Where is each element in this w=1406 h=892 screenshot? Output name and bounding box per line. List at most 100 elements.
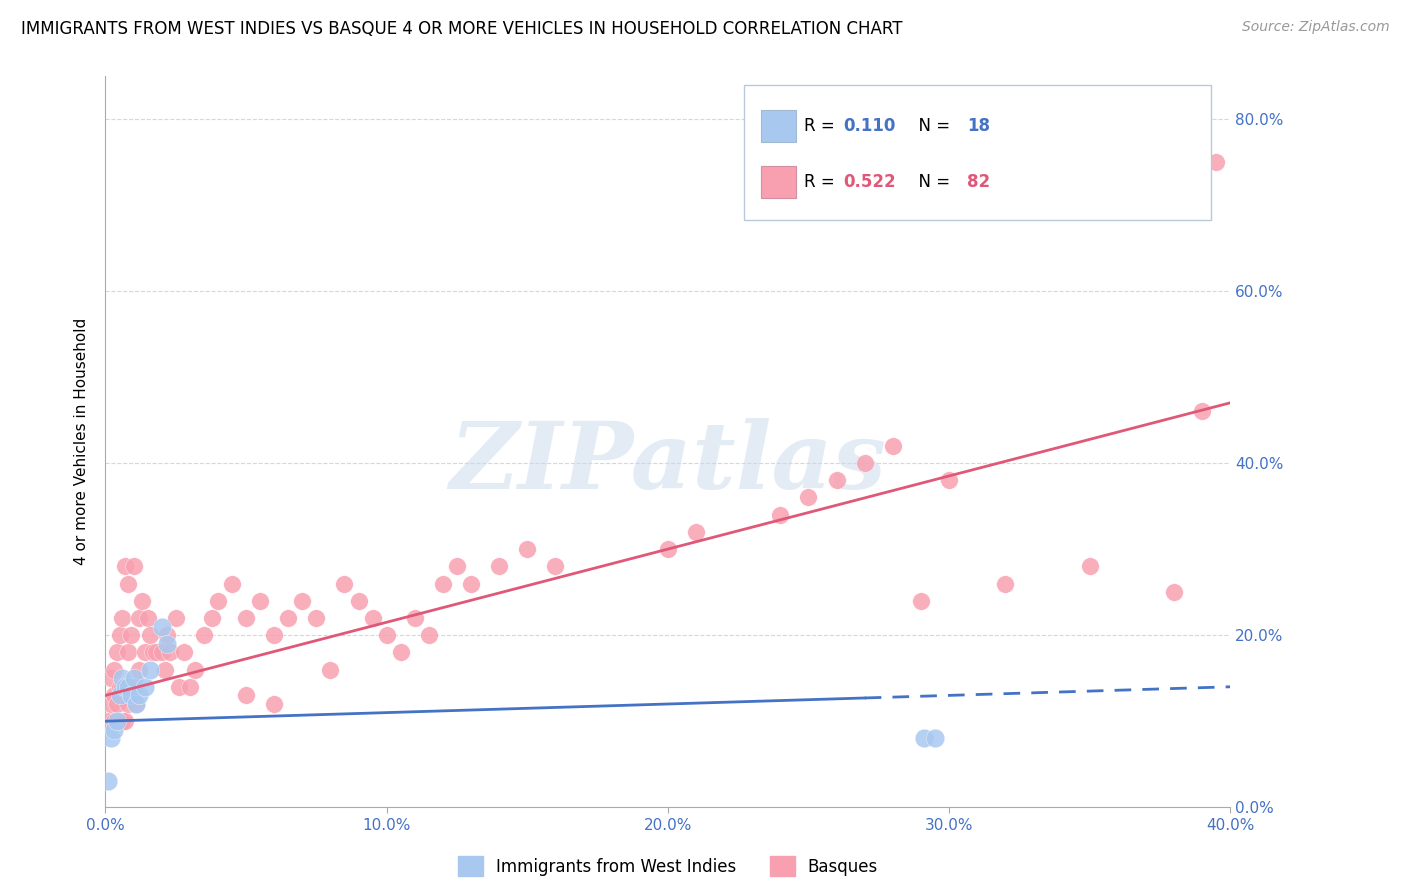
Point xyxy=(375,628,398,642)
Point xyxy=(105,714,128,729)
Point xyxy=(120,628,142,642)
Point xyxy=(111,680,134,694)
Point xyxy=(488,559,510,574)
Point xyxy=(193,628,215,642)
Text: R =: R = xyxy=(804,117,841,136)
Point xyxy=(173,645,195,659)
Point xyxy=(134,680,156,694)
Point xyxy=(221,576,243,591)
Point xyxy=(910,593,932,607)
Point xyxy=(108,714,131,729)
Point xyxy=(853,456,876,470)
Point xyxy=(882,439,904,453)
Text: 82: 82 xyxy=(967,172,990,191)
Point xyxy=(319,663,342,677)
Point xyxy=(114,680,136,694)
Point xyxy=(201,611,224,625)
Point xyxy=(150,619,173,633)
Point xyxy=(100,697,122,711)
Point xyxy=(994,576,1017,591)
Point xyxy=(120,689,142,703)
Point xyxy=(685,524,707,539)
Point xyxy=(1078,559,1101,574)
Point xyxy=(159,645,181,659)
Point xyxy=(460,576,482,591)
Point xyxy=(516,542,538,557)
Point xyxy=(139,663,162,677)
Point xyxy=(179,680,201,694)
Point xyxy=(207,593,229,607)
Point xyxy=(114,680,136,694)
Point xyxy=(432,576,454,591)
Point xyxy=(418,628,440,642)
Point xyxy=(305,611,328,625)
Point xyxy=(825,473,848,487)
Point xyxy=(165,611,187,625)
Point xyxy=(938,473,960,487)
Point xyxy=(122,559,145,574)
Point xyxy=(125,697,148,711)
Point xyxy=(105,645,128,659)
Point xyxy=(156,637,179,651)
Point xyxy=(235,611,257,625)
Point xyxy=(117,697,139,711)
Text: 0.110: 0.110 xyxy=(844,117,896,136)
Point xyxy=(131,593,153,607)
Point xyxy=(103,689,125,703)
Point xyxy=(404,611,426,625)
Point xyxy=(117,645,139,659)
Point xyxy=(134,645,156,659)
Point xyxy=(111,611,134,625)
Point xyxy=(145,645,167,659)
Text: ZIPatlas: ZIPatlas xyxy=(450,418,886,508)
Point xyxy=(924,731,946,746)
Point xyxy=(97,714,120,729)
Point xyxy=(153,663,176,677)
Point xyxy=(544,559,567,574)
Point xyxy=(108,628,131,642)
Point xyxy=(122,671,145,685)
Point xyxy=(277,611,299,625)
Point xyxy=(235,689,257,703)
Point xyxy=(150,645,173,659)
Point xyxy=(142,645,165,659)
Point xyxy=(1191,404,1213,418)
Text: Source: ZipAtlas.com: Source: ZipAtlas.com xyxy=(1241,20,1389,34)
Point xyxy=(347,593,370,607)
Point xyxy=(103,714,125,729)
Point xyxy=(361,611,384,625)
Legend: Immigrants from West Indies, Basques: Immigrants from West Indies, Basques xyxy=(451,849,884,883)
Point xyxy=(333,576,356,591)
Point xyxy=(769,508,792,522)
Point xyxy=(114,714,136,729)
Point xyxy=(105,697,128,711)
Text: IMMIGRANTS FROM WEST INDIES VS BASQUE 4 OR MORE VEHICLES IN HOUSEHOLD CORRELATIO: IMMIGRANTS FROM WEST INDIES VS BASQUE 4 … xyxy=(21,20,903,37)
Text: 18: 18 xyxy=(967,117,990,136)
Point xyxy=(263,628,285,642)
Point xyxy=(797,491,820,505)
Point xyxy=(184,663,207,677)
Point xyxy=(100,671,122,685)
Point xyxy=(156,628,179,642)
Point xyxy=(100,731,122,746)
Point xyxy=(117,576,139,591)
Point xyxy=(125,697,148,711)
Text: 0.522: 0.522 xyxy=(844,172,896,191)
Text: N =: N = xyxy=(908,117,956,136)
Point xyxy=(263,697,285,711)
Point xyxy=(122,680,145,694)
Point xyxy=(446,559,468,574)
Point xyxy=(111,714,134,729)
Point xyxy=(108,680,131,694)
Point xyxy=(128,689,150,703)
Point xyxy=(291,593,314,607)
Point xyxy=(912,731,935,746)
Point xyxy=(389,645,412,659)
Point xyxy=(136,611,159,625)
Point xyxy=(139,628,162,642)
Text: N =: N = xyxy=(908,172,956,191)
Point xyxy=(128,663,150,677)
Point xyxy=(167,680,190,694)
Point xyxy=(103,723,125,737)
Y-axis label: 4 or more Vehicles in Household: 4 or more Vehicles in Household xyxy=(75,318,90,566)
